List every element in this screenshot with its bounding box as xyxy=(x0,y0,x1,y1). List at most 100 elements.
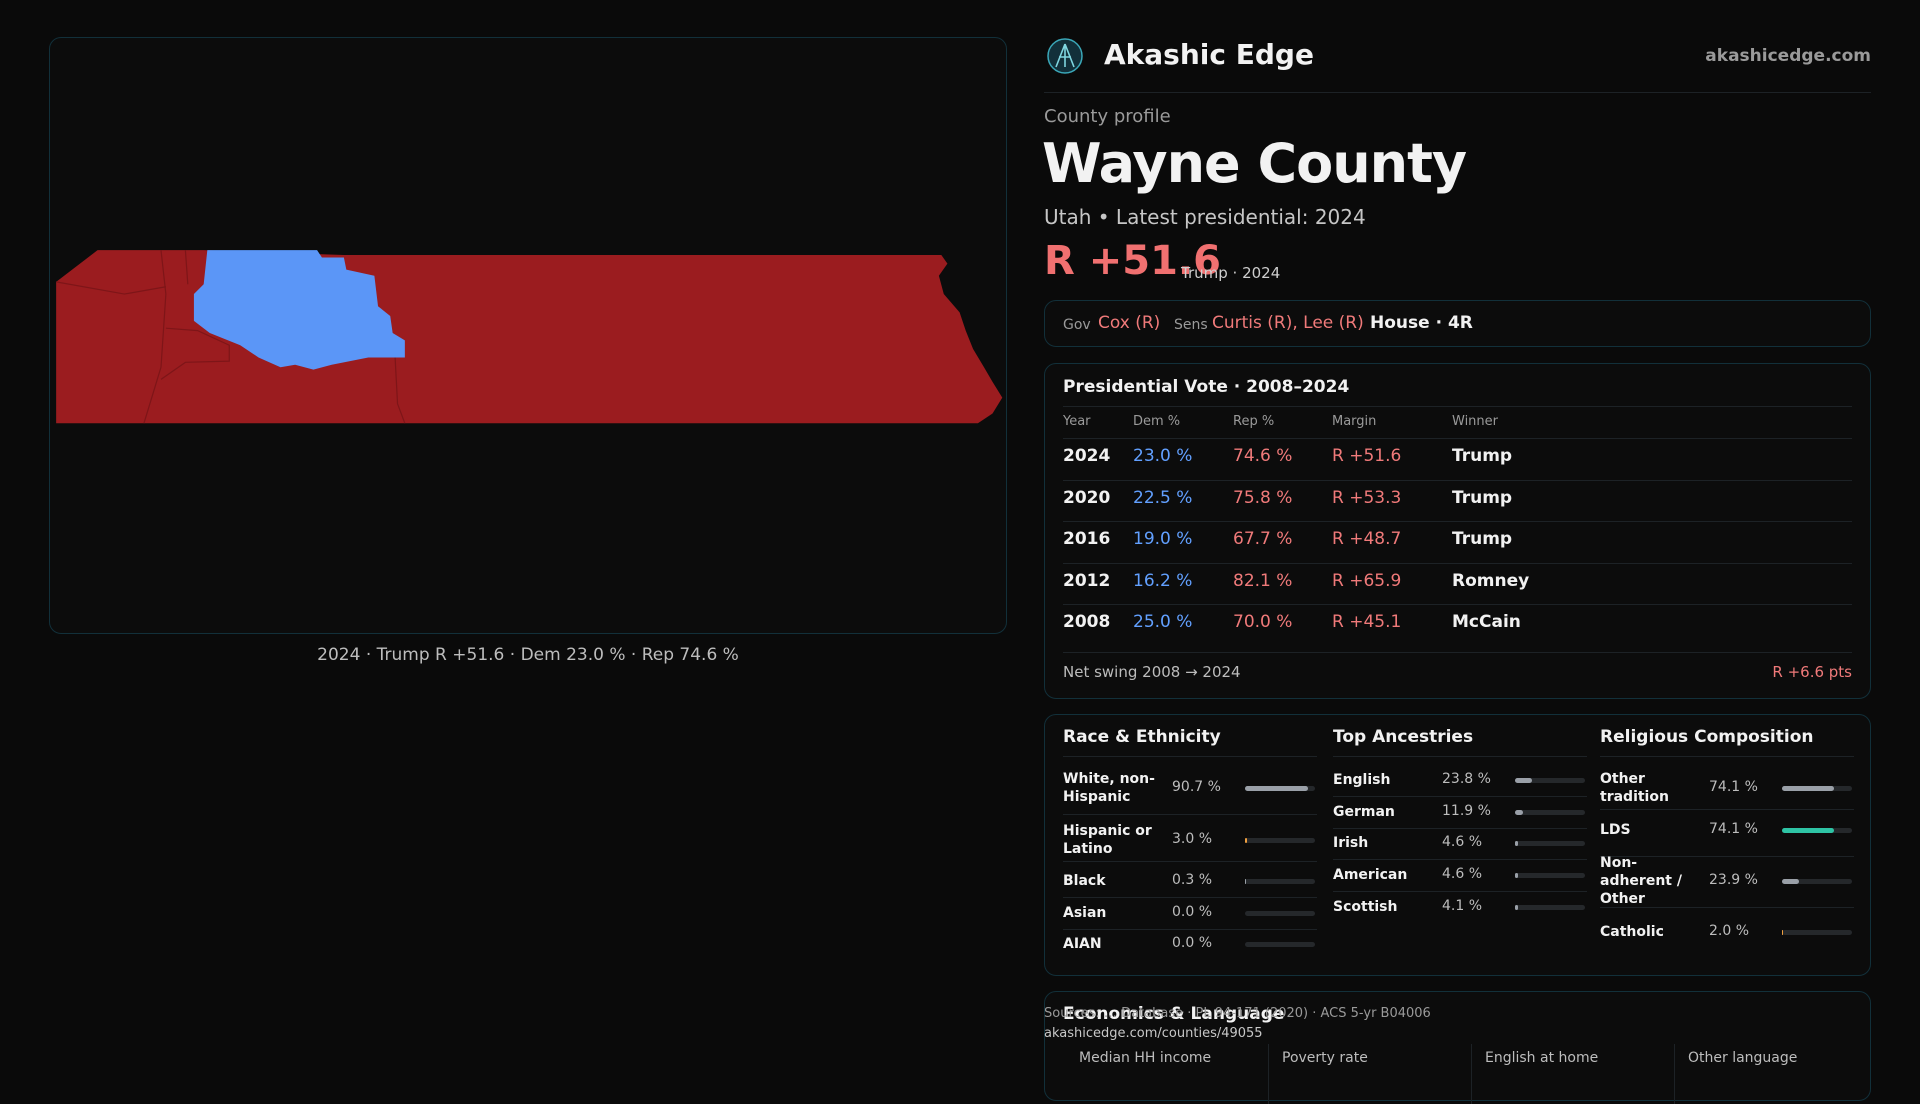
cell: 2016 xyxy=(1063,529,1110,549)
cell: 23.0 % xyxy=(1133,446,1192,466)
cell: R +65.9 xyxy=(1332,571,1401,591)
sens-label: Sens xyxy=(1174,317,1208,333)
bar-track xyxy=(1782,828,1852,833)
cell: R +51.6 xyxy=(1332,446,1401,466)
sep xyxy=(1600,756,1854,757)
gov: Cox (R) xyxy=(1098,313,1160,333)
swing: R +6.6 pts xyxy=(1772,663,1852,681)
stat-label: Other language xyxy=(1688,1050,1797,1066)
sep xyxy=(1333,891,1587,892)
bar xyxy=(1782,930,1783,935)
row-label: Scottish xyxy=(1333,898,1428,916)
row-label: LDS xyxy=(1600,821,1695,839)
cell: Trump xyxy=(1452,488,1512,508)
section-title: Race & Ethnicity xyxy=(1063,727,1221,747)
row-label: White, non-Hispanic xyxy=(1063,770,1158,806)
county-red xyxy=(56,250,1002,423)
bar xyxy=(1515,810,1523,815)
bar-track xyxy=(1245,786,1315,791)
cell: 22.5 % xyxy=(1133,488,1192,508)
sep xyxy=(1333,859,1587,860)
row-value: 0.0 % xyxy=(1172,904,1212,920)
row-label: Asian xyxy=(1063,904,1158,922)
cell: 2008 xyxy=(1063,612,1110,632)
cell: Romney xyxy=(1452,571,1529,591)
sep xyxy=(1063,406,1852,407)
cell: 74.6 % xyxy=(1233,446,1292,466)
cell: Trump xyxy=(1452,529,1512,549)
subtitle: Utah • Latest presidential: 2024 xyxy=(1044,205,1366,229)
row-value: 2.0 % xyxy=(1709,923,1749,939)
row-label: German xyxy=(1333,803,1428,821)
bar xyxy=(1245,838,1247,843)
url[interactable]: akashicedge.com/counties/49055 xyxy=(1044,1026,1263,1041)
cell: Trump xyxy=(1452,446,1512,466)
kicker: County profile xyxy=(1044,106,1171,127)
sep xyxy=(1471,1044,1472,1104)
sep xyxy=(1600,809,1854,810)
cell: 75.8 % xyxy=(1233,488,1292,508)
bar xyxy=(1782,828,1834,833)
cell: 19.0 % xyxy=(1133,529,1192,549)
sep xyxy=(1063,480,1852,481)
stat-label: Poverty rate xyxy=(1282,1050,1368,1066)
sens: Curtis (R), Lee (R) xyxy=(1212,313,1364,333)
bar-track xyxy=(1515,841,1585,846)
sep xyxy=(1063,652,1852,653)
bar-track xyxy=(1515,778,1585,783)
bar xyxy=(1782,879,1799,884)
divider xyxy=(1044,92,1871,93)
column-header: Winner xyxy=(1452,414,1498,429)
bar-track xyxy=(1515,873,1585,878)
sep xyxy=(1333,756,1587,757)
bar-track xyxy=(1782,930,1852,935)
row-value: 3.0 % xyxy=(1172,831,1212,847)
county-map xyxy=(50,38,1006,633)
row-label: Irish xyxy=(1333,834,1428,852)
gov-label: Gov xyxy=(1063,317,1091,333)
sep xyxy=(1333,796,1587,797)
row-value: 74.1 % xyxy=(1709,779,1758,795)
county-name: Wayne County xyxy=(1042,132,1466,195)
row-label: Hispanic or Latino xyxy=(1063,822,1158,858)
bar-track xyxy=(1245,942,1315,947)
row-value: 4.6 % xyxy=(1442,866,1482,882)
bar-track xyxy=(1515,810,1585,815)
cell: 2012 xyxy=(1063,571,1110,591)
sep xyxy=(1063,814,1317,815)
bar-track xyxy=(1245,879,1315,884)
bar xyxy=(1515,841,1518,846)
row-value: 0.0 % xyxy=(1172,935,1212,951)
sep xyxy=(1063,929,1317,930)
cell: 70.0 % xyxy=(1233,612,1292,632)
bar xyxy=(1245,786,1308,791)
site[interactable]: akashicedge.com xyxy=(1705,46,1871,66)
presidential-box: Presidential Vote · 2008–2024 Net swing … xyxy=(1044,363,1871,699)
row-value: 11.9 % xyxy=(1442,803,1491,819)
map-caption: 2024 · Trump R +51.6 · Dem 23.0 % · Rep … xyxy=(49,645,1007,665)
stat-label: Median HH income xyxy=(1079,1050,1211,1066)
sep xyxy=(1063,521,1852,522)
row-label: American xyxy=(1333,866,1428,884)
officials-box: Gov Cox (R) Sens Curtis (R), Lee (R) Hou… xyxy=(1044,300,1871,347)
sep xyxy=(1333,828,1587,829)
page: { "header": {"brand": "Akashic Edge", "s… xyxy=(0,0,1920,1080)
sep xyxy=(1674,1044,1675,1104)
swing-label: Net swing 2008 → 2024 xyxy=(1063,663,1241,681)
row-value: 4.1 % xyxy=(1442,898,1482,914)
sep xyxy=(1063,438,1852,439)
map-panel xyxy=(49,37,1007,634)
cell: 67.7 % xyxy=(1233,529,1292,549)
section-title: Presidential Vote · 2008–2024 xyxy=(1063,377,1349,397)
sources: Sources: … Database · PL 94-171 (2020) ·… xyxy=(1044,1006,1431,1021)
row-value: 74.1 % xyxy=(1709,821,1758,837)
cell: R +48.7 xyxy=(1332,529,1401,549)
column-header: Year xyxy=(1063,414,1091,429)
row-value: 23.8 % xyxy=(1442,771,1491,787)
row-label: Other tradition xyxy=(1600,770,1695,806)
sep xyxy=(1268,1044,1269,1104)
column-header: Margin xyxy=(1332,414,1376,429)
bar-track xyxy=(1782,786,1852,791)
brand: Akashic Edge xyxy=(1104,38,1314,71)
